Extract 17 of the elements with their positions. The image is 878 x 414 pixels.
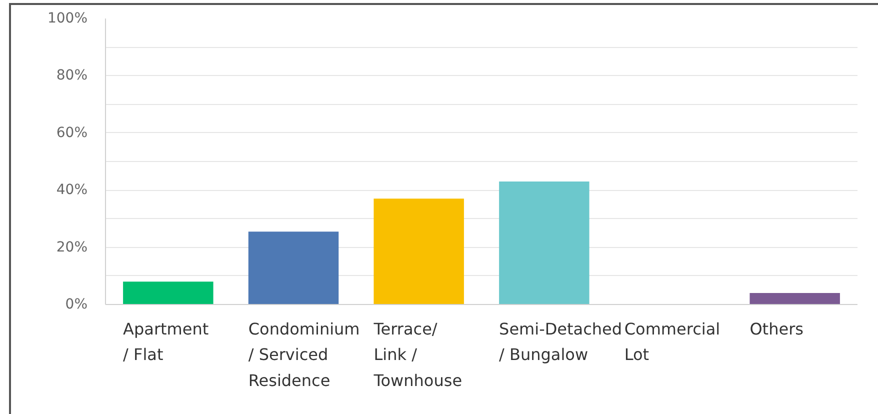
y-tick-label: 40% — [56, 182, 88, 198]
x-tick-label: Commercial Lot — [624, 320, 720, 364]
x-tick-label: Condominium / Serviced Residence — [248, 320, 360, 390]
bar — [499, 182, 590, 304]
bar — [374, 198, 464, 304]
bar — [750, 293, 840, 304]
y-tick-label: 20% — [56, 239, 88, 256]
bar — [248, 232, 339, 304]
x-tick-label: Apartment / Flat — [123, 320, 209, 364]
x-tick-label: Terrace/ Link / Townhouse — [372, 320, 462, 390]
y-tick-label: 80% — [56, 68, 88, 84]
y-tick-label: 100% — [47, 10, 88, 26]
x-tick-label: Semi-Detached / Bungalow — [499, 320, 622, 364]
y-tick-label: 60% — [56, 124, 88, 141]
x-tick-label: Others — [750, 320, 804, 338]
y-tick-label: 0% — [65, 296, 88, 312]
bar — [123, 282, 214, 304]
